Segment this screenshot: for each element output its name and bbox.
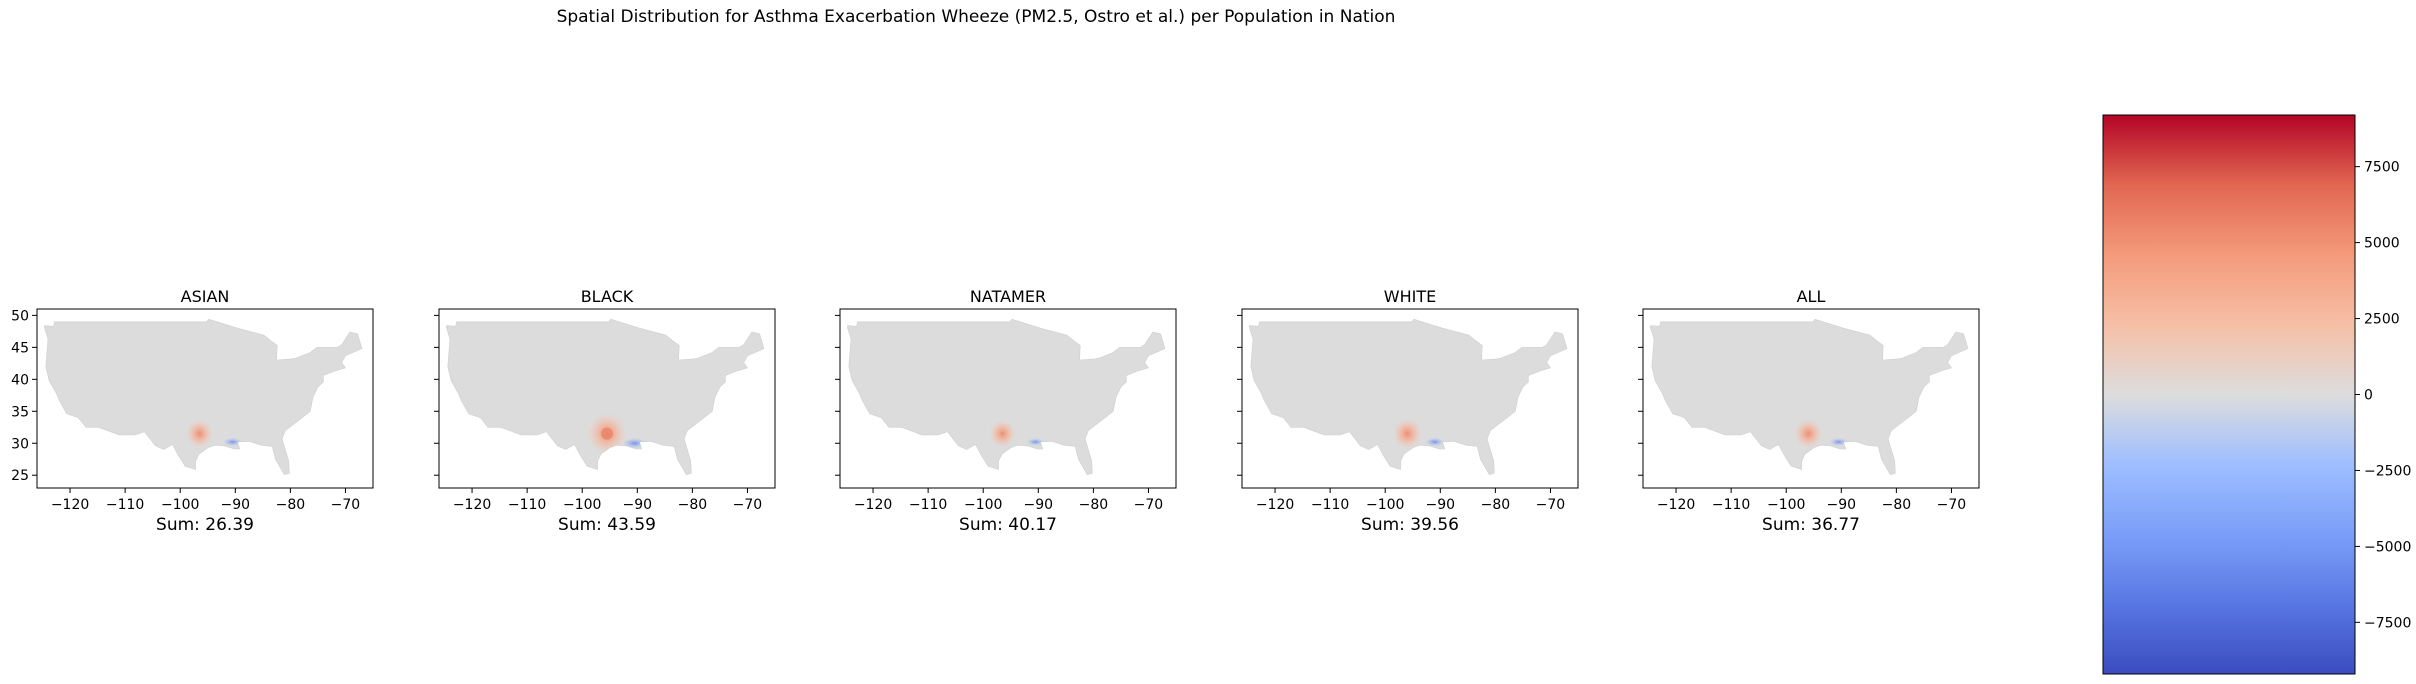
colorbar-tick-label: 5000 [2364,236,2400,252]
hotspot-negative [1829,437,1848,447]
x-tick-label: −90 [1827,497,1857,513]
panel-sum-label: Sum: 39.56 [1361,515,1459,535]
us-land-shape [846,318,1166,475]
colorbar-tick-label: 0 [2364,388,2373,404]
x-tick-label: −90 [1426,497,1456,513]
colorbar-tick-label: −2500 [2364,463,2411,479]
x-tick-label: −120 [453,497,491,513]
panel-title: WHITE [1384,287,1436,306]
x-tick-label: −70 [1134,497,1164,513]
x-tick-label: −70 [1937,497,1967,513]
map-panel-asian: ASIAN −120 −110 −100 −90 −80 −70 50 45 40 35 30 25 Su… [11,287,374,535]
hotspot-negative [1026,438,1045,446]
chart-suptitle: Spatial Distribution for Asthma Exacerba… [557,7,1396,27]
hotspot-negative [622,437,647,449]
x-tick-label: −90 [1024,497,1054,513]
hotspot-positive [989,420,1016,448]
hotspot-positive [185,419,213,448]
x-tick-label: −110 [106,497,144,513]
map-panel-natamer: NATAMER −120 −110 −100 −90 −80 −70 Sum: 40.17 [835,287,1177,535]
x-tick-label: −120 [854,497,892,513]
x-tick-label: −100 [563,497,601,513]
hotspot-positive [1794,418,1823,449]
x-tick-label: −90 [221,497,251,513]
colorbar-tick-label: −5000 [2364,539,2411,555]
x-tick-label: −100 [1366,497,1404,513]
x-tick-label: −100 [1767,497,1805,513]
colorbar-tick-label: −7500 [2364,615,2411,631]
hotspot-positive [1392,418,1422,449]
map-panel-black: BLACK −120 −110 −100 −90 −80 −70 Sum: 43.59 [434,287,776,535]
x-tick-label: −70 [331,497,361,513]
y-tick-label: 25 [11,468,29,484]
y-tick-label: 45 [11,340,29,356]
x-tick-label: −80 [276,497,306,513]
hotspot-core [601,427,613,440]
panel-sum-label: Sum: 40.17 [959,515,1057,535]
x-tick-label: −100 [161,497,199,513]
colorbar: 7500 5000 2500 0 −2500 −5000 −7500 [2102,114,2411,675]
x-tick-label: −110 [909,497,947,513]
x-tick-label: −110 [508,497,546,513]
y-tick-label: 50 [11,308,29,324]
hotspot-negative [222,437,243,447]
x-tick-label: −80 [1481,497,1511,513]
y-tick-label: 35 [11,404,29,420]
x-tick-label: −80 [1079,497,1109,513]
x-tick-label: −120 [1256,497,1294,513]
panel-sum-label: Sum: 36.77 [1762,515,1860,535]
hotspot-negative [1424,437,1445,447]
y-tick-label: 40 [11,372,29,388]
x-tick-label: −90 [623,497,653,513]
panel-title: BLACK [581,287,634,306]
us-land-shape [43,318,363,475]
x-tick-label: −100 [964,497,1002,513]
x-tick-label: −80 [678,497,708,513]
panel-title: ASIAN [181,287,230,306]
panel-sum-label: Sum: 26.39 [156,515,254,535]
x-tick-label: −80 [1882,497,1912,513]
us-land-shape [1248,318,1568,475]
colorbar-gradient [2102,114,2356,675]
us-land-shape [1649,318,1969,475]
x-tick-label: −110 [1311,497,1349,513]
map-panel-white: WHITE −120 −110 −100 −90 −80 −70 Sum: 39.56 [1237,287,1579,535]
x-tick-label: −110 [1712,497,1750,513]
panel-title: ALL [1797,287,1826,306]
x-tick-label: −120 [51,497,89,513]
x-tick-label: −70 [1536,497,1566,513]
panel-title: NATAMER [970,287,1046,306]
x-tick-label: −120 [1657,497,1695,513]
y-tick-label: 30 [11,436,29,452]
colorbar-tick-label: 7500 [2364,160,2400,176]
x-tick-label: −70 [733,497,763,513]
panel-sum-label: Sum: 43.59 [558,515,656,535]
colorbar-tick-label: 2500 [2364,312,2400,328]
us-land-shape [445,318,765,475]
map-panel-all: ALL −120 −110 −100 −90 −80 −70 Sum: 36.77 [1638,287,1980,535]
